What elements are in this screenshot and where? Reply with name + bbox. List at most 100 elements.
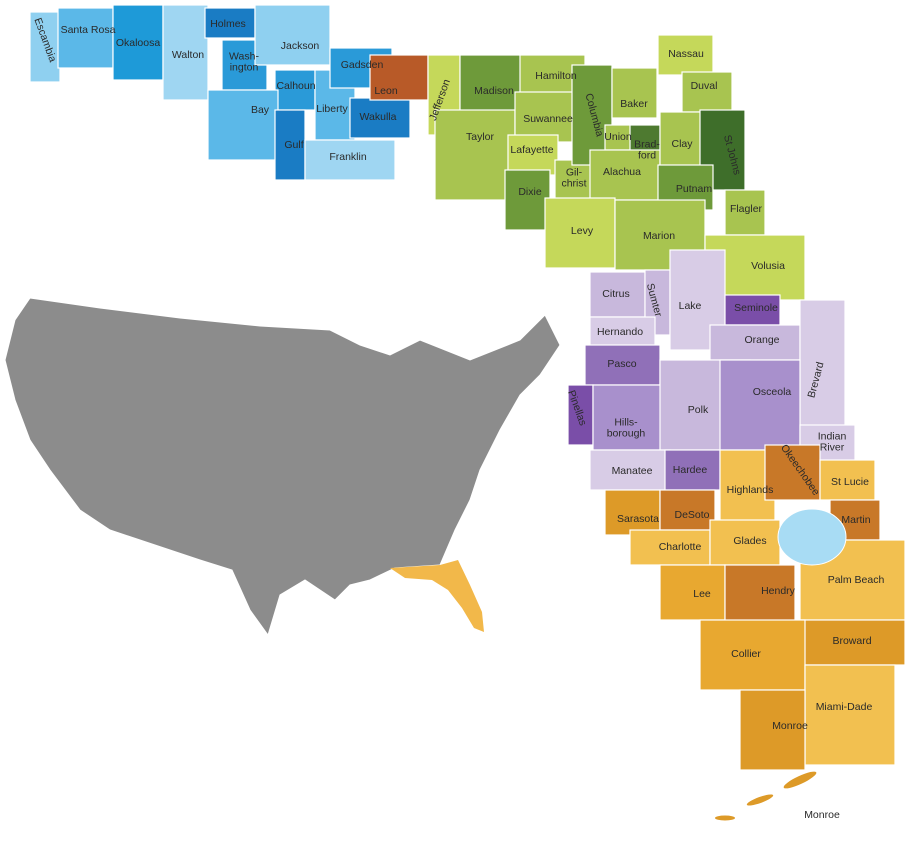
- county-label: Hills-borough: [607, 416, 646, 439]
- county-label: Glades: [733, 535, 766, 547]
- county: [657, 34, 714, 76]
- county-label: Volusia: [751, 260, 785, 272]
- county-label: Santa Rosa: [61, 24, 116, 36]
- county-label: Marion: [643, 230, 675, 242]
- county-label: Charlotte: [659, 541, 702, 553]
- county: [724, 564, 796, 631]
- county: [604, 489, 661, 536]
- county-label: Gulf: [284, 139, 303, 151]
- county-label: Franklin: [329, 151, 367, 163]
- county-label: Suwannee: [523, 113, 573, 125]
- county-label: Polk: [688, 404, 709, 416]
- county: [611, 67, 658, 119]
- county-label: Taylor: [466, 131, 495, 143]
- county: [804, 664, 896, 766]
- county: [162, 4, 209, 101]
- county: [629, 529, 711, 566]
- county-label: Alachua: [603, 166, 641, 178]
- county-label: Sarasota: [617, 513, 659, 525]
- county: [739, 689, 806, 771]
- county-label: Union: [604, 131, 632, 143]
- county: [514, 91, 576, 143]
- county-label: Walton: [172, 49, 204, 61]
- county-label: Highlands: [727, 484, 774, 496]
- county-label: Madison: [474, 85, 514, 97]
- county: [349, 97, 411, 139]
- county-label: Monroe: [804, 809, 840, 821]
- county: [589, 449, 671, 491]
- county: [544, 197, 616, 269]
- county-label: Palm Beach: [828, 574, 885, 586]
- county: [369, 54, 429, 101]
- county-label: Lee: [693, 588, 711, 600]
- county: [681, 71, 733, 113]
- county-label: Hamilton: [535, 70, 577, 82]
- county: [799, 299, 846, 436]
- county-label: Seminole: [734, 302, 778, 314]
- county-label: Miami-Dade: [816, 701, 873, 713]
- county: [589, 149, 661, 201]
- county-label: Hardee: [673, 464, 708, 476]
- county: [507, 134, 559, 176]
- county-label: Gadsden: [341, 59, 384, 71]
- county: [57, 7, 114, 69]
- county: [112, 4, 164, 81]
- lake-okeechobee: [777, 508, 847, 566]
- county-label: Liberty: [316, 103, 348, 115]
- county-label: St Lucie: [831, 476, 869, 488]
- county: [799, 619, 906, 666]
- county: [659, 564, 726, 621]
- county: [589, 271, 646, 318]
- county-label: Orange: [744, 334, 779, 346]
- county: [504, 169, 551, 231]
- county: [819, 459, 876, 501]
- county: [254, 4, 331, 66]
- county-label: Leon: [374, 85, 398, 97]
- county: [29, 11, 61, 83]
- county-label: Lake: [679, 300, 702, 312]
- county-label: Duval: [691, 80, 718, 92]
- county-label: Lafayette: [510, 144, 553, 156]
- county-label: Osceola: [753, 386, 792, 398]
- county-label: Levy: [571, 225, 594, 237]
- county-label: Pasco: [607, 358, 636, 370]
- county: [434, 109, 516, 201]
- county: [724, 189, 766, 236]
- county: [274, 109, 306, 181]
- keys: [715, 771, 817, 821]
- county: [764, 444, 821, 501]
- county-label: Okaloosa: [116, 37, 161, 49]
- county-label: Putnam: [676, 183, 712, 195]
- county-label: Monroe: [772, 720, 808, 732]
- county-label: Clay: [671, 138, 693, 150]
- county: [592, 384, 664, 451]
- county-label: Broward: [832, 635, 871, 647]
- county: [304, 139, 396, 181]
- county-label: Wakulla: [360, 111, 397, 123]
- county-label: DeSoto: [674, 509, 709, 521]
- county-label: Jackson: [281, 40, 320, 52]
- county: [709, 324, 801, 361]
- county-label: Citrus: [602, 288, 629, 300]
- county-label: Wash-ington: [229, 50, 259, 73]
- county-label: Manatee: [612, 465, 653, 477]
- county-label: Collier: [731, 648, 761, 660]
- county-label: Hernando: [597, 326, 643, 338]
- county: [719, 359, 801, 451]
- county: [207, 89, 279, 161]
- county-label: Brad-ford: [634, 138, 660, 161]
- county-label: Nassau: [668, 48, 704, 60]
- county-label: Indian River: [818, 430, 847, 453]
- county-label: Holmes: [210, 18, 246, 30]
- county-label: Martin: [841, 514, 870, 526]
- county-label: Baker: [620, 98, 648, 110]
- county-label: Flagler: [730, 203, 763, 215]
- county-label: Hendry: [761, 585, 796, 597]
- county: [799, 539, 906, 621]
- florida-on-us-map: [390, 560, 484, 632]
- county-label: Bay: [251, 104, 270, 116]
- county-label: Dixie: [518, 186, 541, 198]
- county: [659, 489, 716, 531]
- county-label: Calhoun: [276, 80, 315, 92]
